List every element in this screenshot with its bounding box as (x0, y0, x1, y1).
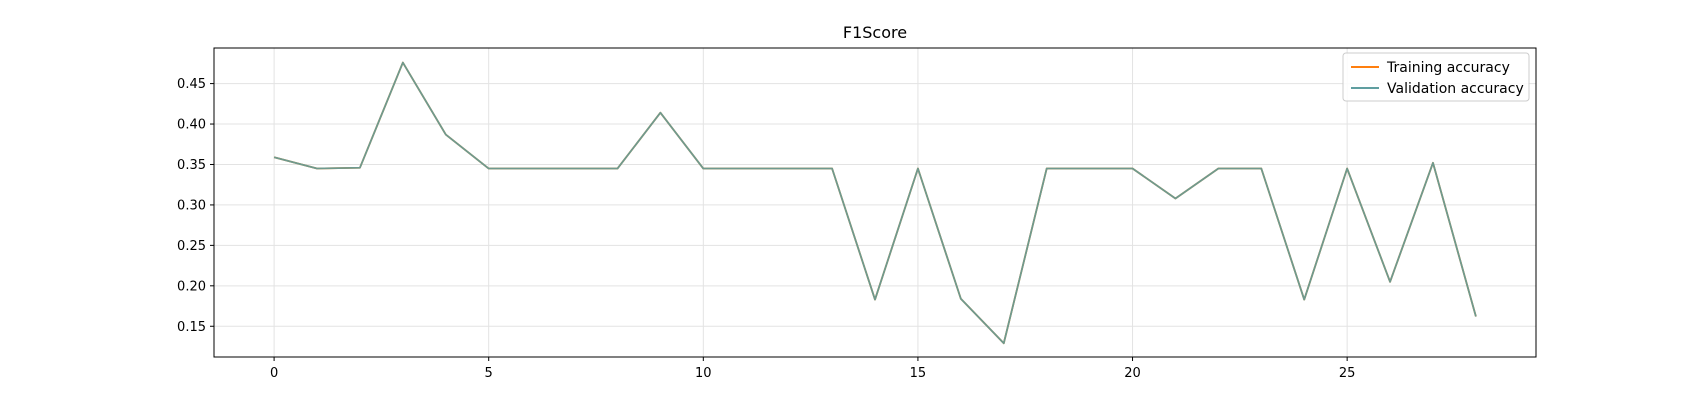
x-tick-label: 20 (1124, 366, 1141, 381)
legend-label: Training accuracy (1386, 60, 1510, 76)
grid-lines (214, 48, 1536, 357)
series-lines (273, 61, 1477, 345)
plot-frame (213, 47, 1537, 358)
series-line-validation (273, 61, 1477, 345)
series-line-training (273, 61, 1477, 345)
y-tick-label: 0.35 (177, 158, 206, 173)
x-tick-label: 0 (270, 366, 278, 381)
legend: Training accuracy Validation accuracy (1342, 52, 1530, 102)
legend-box (1342, 52, 1530, 102)
y-tick-label: 0.30 (177, 198, 206, 213)
axes: 0 5 10 15 20 25 0.15 0.20 0.25 0.30 0.35 0.40 0.45 (177, 47, 1537, 381)
x-tick-label: 25 (1339, 366, 1356, 381)
chart-title: F1Score (843, 23, 907, 42)
y-tick-label: 0.20 (177, 279, 206, 294)
x-tick-label: 15 (910, 366, 927, 381)
y-tick-label: 0.15 (177, 320, 206, 335)
y-tick-label: 0.45 (177, 77, 206, 92)
x-tick-label: 5 (485, 366, 493, 381)
y-tick-label: 0.25 (177, 239, 206, 254)
legend-label: Validation accuracy (1387, 81, 1524, 97)
x-tick-label: 10 (695, 366, 712, 381)
y-tick-label: 0.40 (177, 118, 206, 133)
